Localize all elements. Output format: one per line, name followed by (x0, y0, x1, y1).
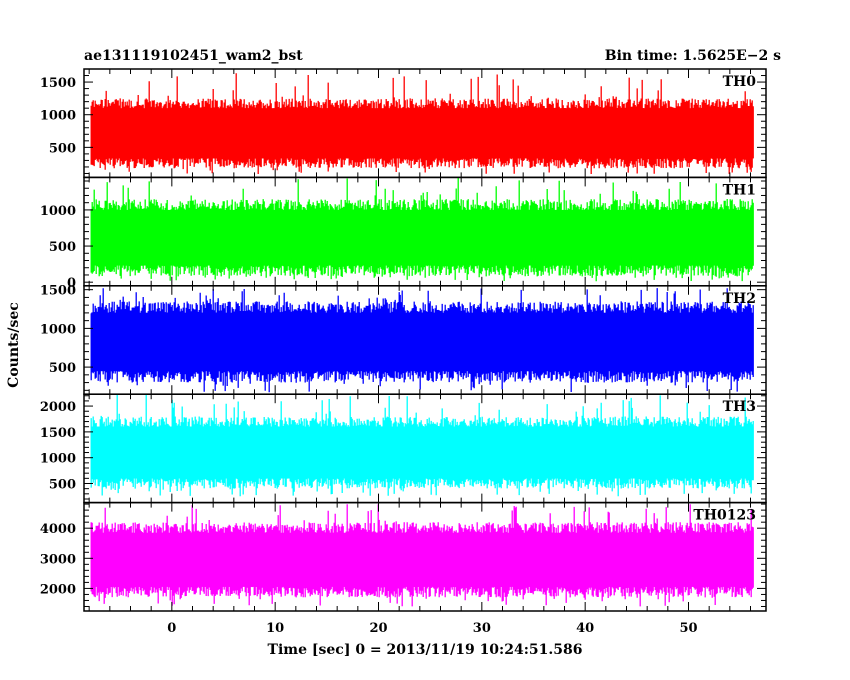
series-label-th1: TH1 (723, 182, 756, 198)
series-label-th3: TH3 (723, 399, 756, 415)
x-tick-label: 50 (679, 621, 697, 636)
y-tick-label: 1000 (40, 322, 76, 337)
y-axis-label: Counts/sec (6, 302, 22, 388)
panel-th1: 0 500 1000 TH1 (40, 176, 767, 291)
panel-th0123: 2000 3000 4000 TH0123 (40, 501, 767, 612)
x-tick-label: 0 (167, 621, 176, 636)
panel-frame (83, 501, 767, 612)
y-tick-label: 1500 (40, 426, 76, 441)
y-tick-label: 1000 (40, 109, 76, 124)
x-tick-label: 10 (266, 621, 284, 636)
y-tick-label: 1000 (40, 204, 76, 219)
y-tick-label: 1500 (40, 76, 76, 91)
series-band-th0123 (91, 532, 754, 587)
panel-th0: 500 1000 1500 TH0 (40, 68, 767, 179)
bin-time-label: Bin time: 1.5625E−2 s (605, 48, 781, 64)
chart-title: ae131119102451_wam2_bst (84, 48, 303, 64)
x-axis: 0 10 20 30 40 50 (167, 621, 697, 636)
x-tick-label: 30 (473, 621, 491, 636)
series-band-th0 (91, 108, 754, 159)
y-tick-label: 1000 (40, 452, 76, 467)
x-tick-label: 20 (369, 621, 387, 636)
y-tick-label: 2000 (40, 582, 76, 597)
series-label-th0123: TH0123 (693, 508, 756, 524)
y-tick-label: 500 (49, 478, 76, 493)
y-tick-label: 500 (49, 141, 76, 156)
series-label-th2: TH2 (723, 291, 756, 307)
series-band-th2 (91, 312, 754, 372)
panel-th3: 500 1000 1500 2000 TH3 (40, 393, 767, 504)
x-tick-label: 40 (576, 621, 594, 636)
y-tick-label: 4000 (40, 522, 76, 537)
series-band-th1 (91, 209, 754, 266)
panel-th2: 500 1000 1500 TH2 (40, 284, 767, 395)
y-tick-label: 2000 (40, 400, 76, 415)
y-tick-label: 1500 (40, 284, 76, 299)
y-tick-label: 3000 (40, 552, 76, 567)
series-band-th3 (91, 426, 754, 479)
y-tick-label: 500 (49, 361, 76, 376)
y-tick-label: 500 (49, 240, 76, 255)
x-axis-label: Time [sec] 0 = 2013/11/19 10:24:51.586 (268, 642, 583, 658)
y-tick-label: 0 (67, 276, 76, 291)
series-label-th0: TH0 (723, 74, 757, 90)
